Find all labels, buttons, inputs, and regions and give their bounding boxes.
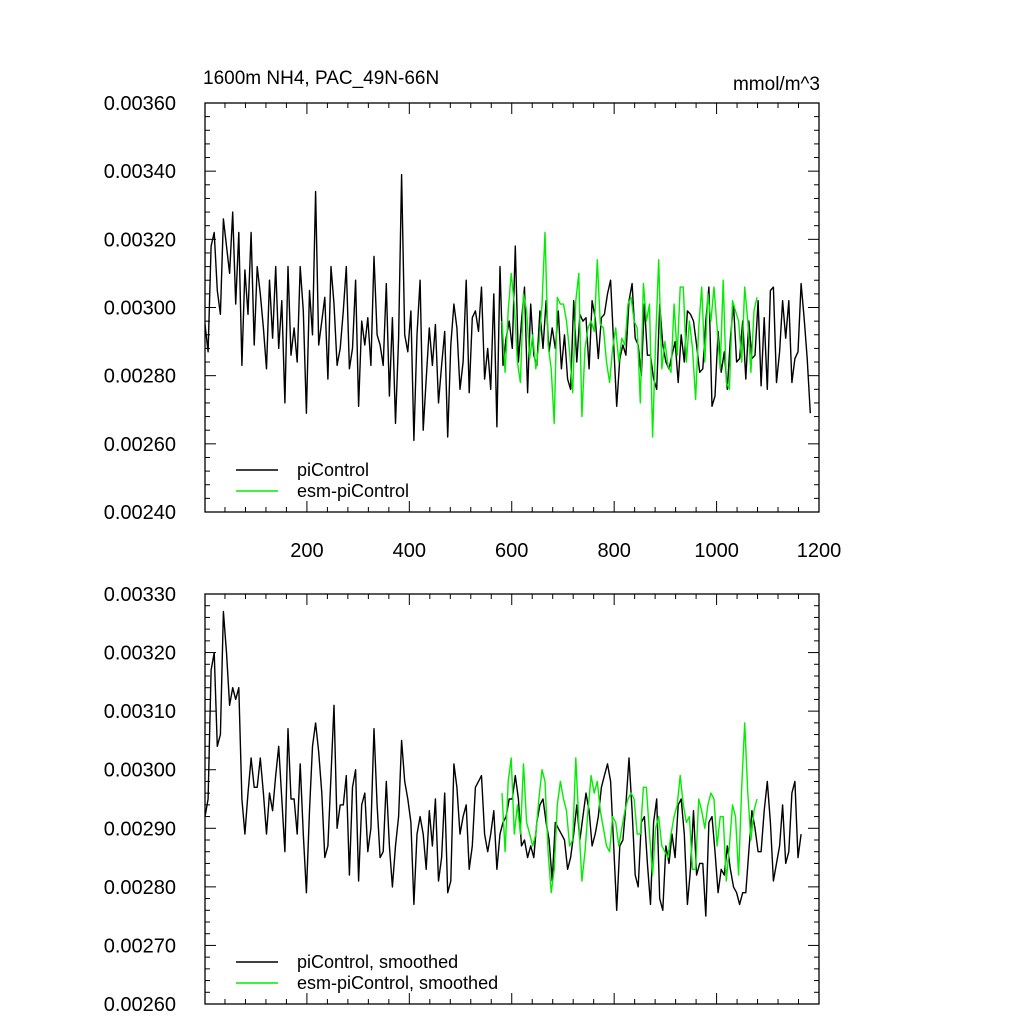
bottom-panel: 0.00260 0.00270 0.00280 0.00290 0.00300 0.003…	[104, 584, 820, 1016]
legend-label-esm-picontrol: esm-piControl	[297, 481, 409, 501]
y-tick-label: 0.00240	[104, 502, 176, 524]
y-tick-label: 0.00300	[104, 298, 176, 320]
y-tick-label: 0.00320	[104, 229, 176, 251]
x-tick-label: 1200	[797, 540, 842, 562]
x-tick-label: 1000	[694, 540, 739, 562]
legend-label-picontrol: piControl	[297, 460, 369, 480]
top-legend: piControl esm-piControl	[236, 460, 409, 501]
top-y-tick-labels: 0.00240 0.00260 0.00280 0.00300 0.00320 0.003…	[104, 93, 176, 524]
bottom-legend: piControl, smoothed esm-piControl, smoot…	[236, 952, 498, 993]
bottom-y-tick-labels: 0.00260 0.00270 0.00280 0.00290 0.00300 0.003…	[104, 584, 176, 1016]
series-line-esm-picontrol	[501, 231, 758, 438]
series-line-esm-picontrol-smoothed	[501, 722, 758, 894]
y-tick-label: 0.00340	[104, 161, 176, 183]
x-tick-label: 400	[393, 540, 426, 562]
legend-label-esm-picontrol-smoothed: esm-piControl, smoothed	[297, 973, 498, 993]
y-tick-label: 0.00300	[104, 760, 176, 782]
y-tick-label: 0.00280	[104, 877, 176, 899]
y-tick-label: 0.00320	[104, 643, 176, 665]
bottom-plot-frame	[204, 593, 820, 1005]
x-tick-label: 800	[597, 540, 630, 562]
x-tick-label: 200	[290, 540, 323, 562]
legend-label-picontrol-smoothed: piControl, smoothed	[297, 952, 458, 972]
top-plot-frame	[204, 102, 820, 513]
bottom-axis-ticks	[205, 593, 820, 1005]
y-tick-label: 0.00290	[104, 818, 176, 840]
y-tick-label: 0.00260	[104, 994, 176, 1016]
top-series	[204, 173, 811, 442]
x-tick-label: 600	[495, 540, 528, 562]
top-panel: 1600m NH4, PAC_49N-66N mmol/m^3 0.002400…	[104, 68, 842, 562]
y-tick-label: 0.00260	[104, 434, 176, 456]
y-tick-label: 0.00270	[104, 935, 176, 957]
top-x-tick-labels: 200 400 600 800 1000 1200	[290, 540, 841, 562]
units-label: mmol/m^3	[733, 74, 820, 95]
y-tick-label: 0.00310	[104, 701, 176, 723]
y-tick-label: 0.00330	[104, 584, 176, 606]
y-tick-label: 0.00280	[104, 366, 176, 388]
chart-title: 1600m NH4, PAC_49N-66N	[203, 68, 439, 89]
y-tick-label: 0.00360	[104, 93, 176, 115]
bottom-series	[204, 610, 802, 917]
